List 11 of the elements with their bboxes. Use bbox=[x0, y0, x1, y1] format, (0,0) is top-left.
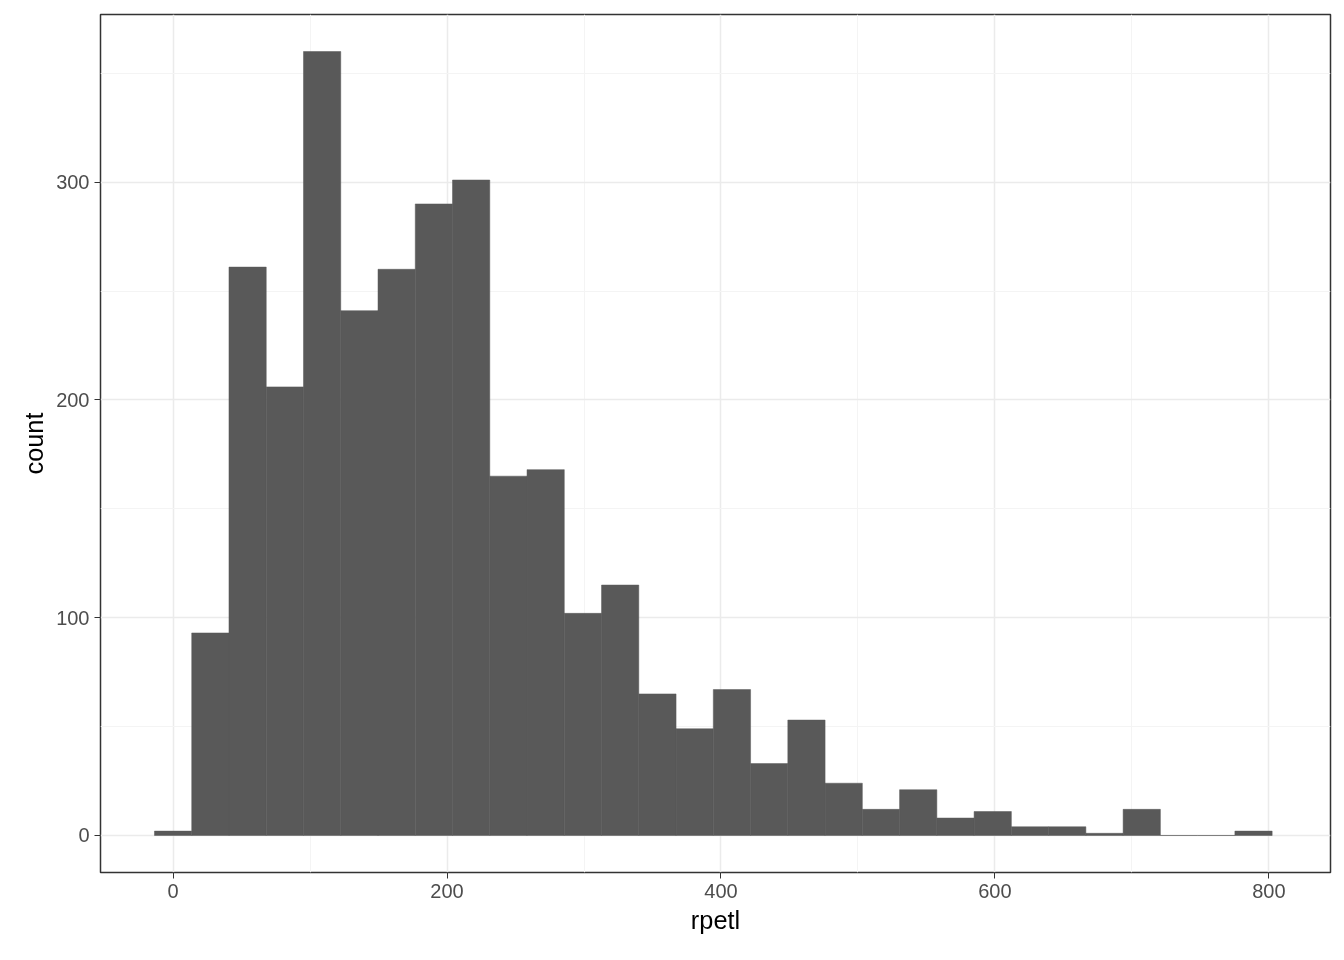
y-tick-label: 200 bbox=[56, 388, 90, 411]
x-tick-label: 200 bbox=[430, 879, 464, 902]
x-axis-title: rpetl bbox=[690, 905, 741, 934]
x-tick-label: 800 bbox=[1252, 879, 1286, 902]
x-tick-label: 600 bbox=[978, 879, 1012, 902]
x-tick-label: 400 bbox=[704, 879, 738, 902]
y-tick-label: 300 bbox=[56, 171, 90, 194]
y-tick-label: 0 bbox=[78, 824, 90, 847]
x-tick-label: 0 bbox=[167, 879, 179, 902]
y-tick-label: 100 bbox=[56, 606, 90, 629]
y-axis-title: count bbox=[20, 412, 49, 475]
